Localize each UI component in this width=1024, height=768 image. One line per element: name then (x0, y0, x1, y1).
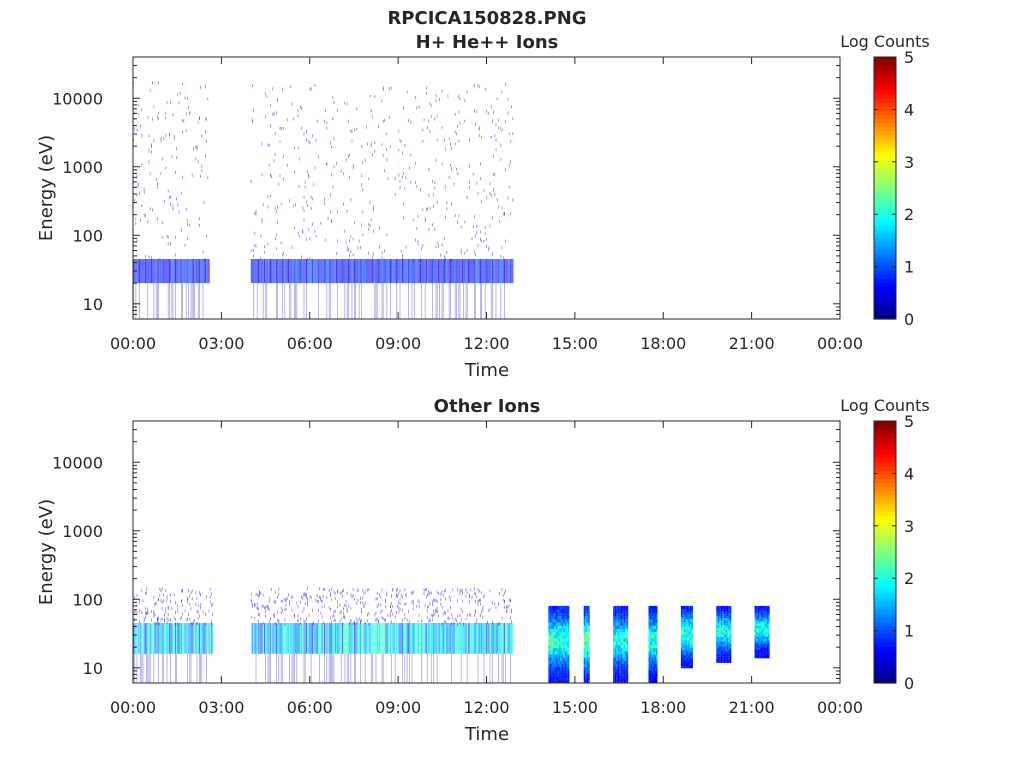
x-tick-label: 03:00 (198, 698, 244, 717)
panel-bottom: Other Ions 00:00 03:00 06:00 09:00 12:00 15:0… (36, 396, 930, 745)
heatmap-segment-1-1 (250, 587, 514, 683)
panel-bottom-heatmap (133, 587, 770, 684)
panel-top-heatmap (133, 81, 514, 319)
panel-bottom-y-ticks: 10 100 1000 10000 (52, 420, 840, 684)
colorbar-tick-label: 3 (904, 153, 914, 172)
heatmap-burst-6 (754, 605, 770, 659)
colorbar-tick-label: 5 (904, 412, 914, 431)
x-tick-label: 06:00 (287, 698, 333, 717)
heatmap-segment-0-1 (250, 83, 514, 319)
x-tick-label: 12:00 (463, 334, 509, 353)
x-tick-label: 15:00 (552, 334, 598, 353)
colorbar-tick-label: 0 (904, 674, 914, 693)
panel-bottom-colorbar-label: Log Counts (840, 396, 930, 415)
colorbar-tick-label: 2 (904, 205, 914, 224)
panel-top-title: H+ He++ Ions (416, 32, 559, 53)
x-tick-label: 00:00 (817, 698, 863, 717)
panel-top-colorbar-label: Log Counts (840, 32, 930, 51)
heatmap-segment-1-0 (133, 587, 214, 683)
heatmap-burst-4 (680, 605, 693, 669)
heatmap-burst-0 (548, 605, 570, 684)
x-tick-label: 21:00 (729, 334, 775, 353)
x-tick-label: 09:00 (375, 698, 421, 717)
panel-top-x-ticks: 00:00 03:00 06:00 09:00 12:00 15:00 18:00 21:00… (110, 57, 863, 353)
x-tick-label: 21:00 (729, 698, 775, 717)
x-tick-label: 18:00 (640, 698, 686, 717)
colorbar-tick-label: 4 (904, 100, 914, 119)
colorbar-tick-label: 5 (904, 48, 914, 67)
panel-top-x-axis-label: Time (464, 360, 509, 381)
y-tick-label: 1000 (62, 158, 103, 177)
colorbar-frame (873, 56, 897, 320)
panel-top: H+ He++ Ions 00:00 03:00 06:00 09:00 12:00 15… (36, 32, 930, 381)
panel-top-y-axis-label: Energy (eV) (36, 135, 57, 241)
colorbar-tick-label: 0 (904, 310, 914, 329)
y-tick-label: 100 (72, 226, 103, 245)
x-tick-label: 00:00 (110, 698, 156, 717)
panel-bottom-x-axis-label: Time (464, 724, 509, 745)
colorbar-tick-label: 1 (904, 622, 914, 641)
heatmap-segment-0-0 (133, 81, 210, 319)
y-tick-label: 1000 (62, 522, 103, 541)
y-tick-label: 10 (83, 295, 103, 314)
x-tick-label: 06:00 (287, 334, 333, 353)
x-tick-label: 00:00 (110, 334, 156, 353)
y-tick-label: 100 (72, 590, 103, 609)
y-tick-label: 10000 (52, 453, 103, 472)
panel-bottom-colorbar: 0 1 2 3 4 5 (873, 412, 914, 693)
panel-bottom-y-axis-label: Energy (eV) (36, 499, 57, 605)
x-tick-label: 00:00 (817, 334, 863, 353)
panel-bottom-x-ticks: 00:00 03:00 06:00 09:00 12:00 15:00 18:00 21:00… (110, 421, 863, 717)
x-tick-label: 09:00 (375, 334, 421, 353)
colorbar-frame (873, 420, 897, 684)
colorbar-tick-label: 2 (904, 569, 914, 588)
panel-bottom-title: Other Ions (434, 396, 541, 417)
x-tick-label: 18:00 (640, 334, 686, 353)
x-tick-label: 03:00 (198, 334, 244, 353)
heatmap-burst-2 (613, 605, 629, 684)
figure-title: RPCICA150828.PNG (387, 8, 586, 29)
x-tick-label: 15:00 (552, 698, 598, 717)
colorbar-tick-label: 1 (904, 258, 914, 277)
y-tick-label: 10000 (52, 89, 103, 108)
panel-top-y-ticks: 10 100 1000 10000 (52, 56, 840, 320)
heatmap-burst-5 (716, 605, 732, 663)
heatmap-burst-3 (648, 605, 658, 684)
y-tick-label: 10 (83, 659, 103, 678)
panel-top-colorbar: 0 1 2 3 4 5 (873, 48, 914, 329)
colorbar-tick-label: 3 (904, 517, 914, 536)
x-tick-label: 12:00 (463, 698, 509, 717)
colorbar-tick-label: 4 (904, 464, 914, 483)
heatmap-burst-1 (583, 605, 590, 684)
